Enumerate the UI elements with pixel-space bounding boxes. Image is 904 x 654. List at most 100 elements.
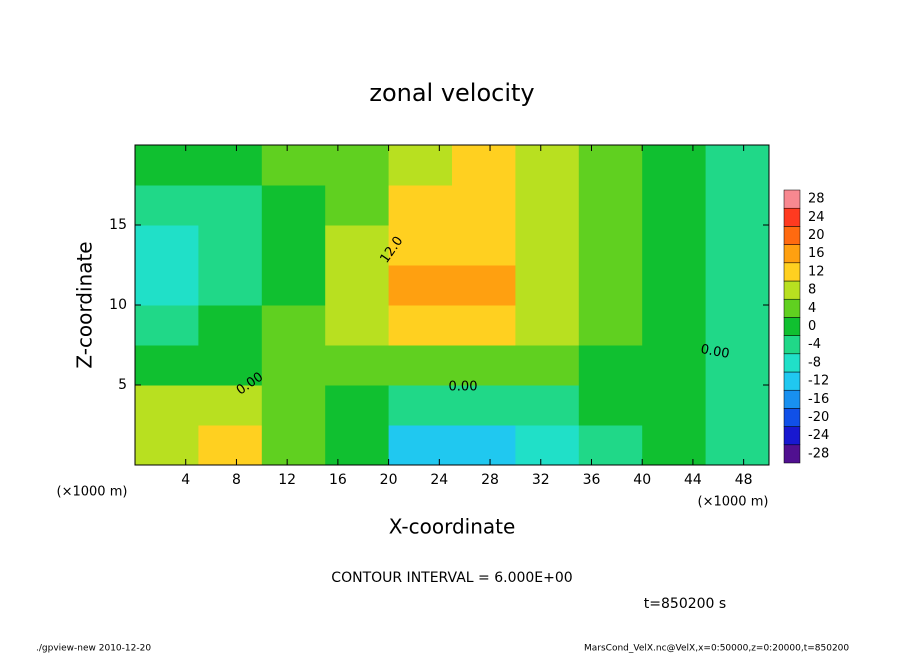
cell — [515, 425, 580, 466]
chart-title: zonal velocity — [369, 79, 534, 107]
cell — [325, 305, 390, 346]
colorbar-label: 20 — [808, 228, 825, 243]
cell — [578, 185, 643, 226]
cell — [198, 265, 263, 306]
cell — [388, 265, 453, 306]
cell — [452, 265, 516, 306]
colorbar-label: -16 — [808, 392, 829, 407]
cell — [261, 145, 326, 186]
y-axis-label: Z-coordinate — [73, 241, 97, 368]
cell — [261, 225, 326, 266]
cell — [515, 225, 580, 266]
footer-right: MarsCond_VelX.nc@VelX,x=0:50000,z=0:2000… — [584, 644, 849, 654]
cell — [642, 265, 707, 306]
cell — [261, 425, 326, 466]
cell — [515, 385, 580, 426]
colorbar-box — [783, 207, 801, 227]
cell — [452, 145, 516, 186]
colorbar-label: -28 — [808, 446, 829, 461]
cell — [578, 345, 643, 386]
cell — [515, 305, 580, 346]
time-label: t=850200 s — [644, 596, 726, 612]
cell — [135, 145, 199, 186]
colorbar-label: -12 — [808, 374, 829, 389]
colorbar-label: 0 — [808, 319, 816, 334]
x-axis-label: X-coordinate — [389, 515, 516, 539]
cell — [705, 385, 770, 426]
y-tick-label: 5 — [118, 377, 127, 393]
cell — [515, 265, 580, 306]
colorbar-label: 16 — [808, 246, 825, 261]
cell — [198, 185, 263, 226]
x-tick-label: 28 — [481, 472, 499, 488]
cell — [135, 225, 199, 266]
colorbar-box — [783, 244, 801, 264]
cell — [388, 305, 453, 346]
cell — [261, 185, 326, 226]
cell — [261, 305, 326, 346]
cell — [705, 345, 770, 386]
colorbar-box — [783, 444, 801, 464]
x-tick-label: 16 — [329, 472, 347, 488]
cell — [388, 145, 453, 186]
colorbar-box — [783, 226, 801, 245]
cell — [642, 425, 707, 466]
cell — [198, 345, 263, 386]
x-tick-label: 24 — [430, 472, 448, 488]
cell — [452, 305, 516, 346]
cell — [642, 185, 707, 226]
cell — [198, 305, 263, 346]
colorbar-box — [783, 389, 801, 409]
colorbar-label: 28 — [808, 192, 825, 207]
cell — [325, 145, 390, 186]
y-unit: (×1000 m) — [57, 485, 128, 500]
cell — [135, 345, 199, 386]
cell — [325, 345, 390, 386]
cell — [515, 145, 580, 186]
cell — [388, 185, 453, 226]
cell — [705, 265, 770, 306]
cell — [578, 145, 643, 186]
cell — [452, 185, 516, 226]
cell — [388, 225, 453, 266]
cell — [325, 225, 390, 266]
cell — [642, 345, 707, 386]
colorbar-label: -8 — [808, 355, 821, 370]
contour-label: 0.00 — [699, 342, 730, 362]
cell — [705, 185, 770, 226]
cell — [578, 265, 643, 306]
x-tick-label: 40 — [633, 472, 651, 488]
x-unit: (×1000 m) — [698, 495, 769, 510]
cell — [198, 425, 263, 466]
cell — [642, 385, 707, 426]
cell — [198, 225, 263, 266]
colorbar-box — [783, 262, 801, 282]
colorbar-box — [783, 426, 801, 446]
colorbar-label: 12 — [808, 264, 825, 279]
cell — [135, 385, 199, 426]
cell — [642, 225, 707, 266]
cell — [198, 145, 263, 186]
x-tick-label: 12 — [278, 472, 296, 488]
cell — [578, 385, 643, 426]
cell — [705, 225, 770, 266]
cell — [452, 425, 516, 466]
colorbar-box — [783, 298, 801, 318]
cell — [135, 425, 199, 466]
colorbar-label: 8 — [808, 283, 816, 298]
cell — [452, 345, 516, 386]
cell — [325, 265, 390, 306]
cell — [452, 385, 516, 426]
x-tick-label: 44 — [684, 472, 702, 488]
x-tick-label: 4 — [181, 472, 190, 488]
cell — [515, 185, 580, 226]
cell — [388, 425, 453, 466]
colorbar-label: -24 — [808, 428, 829, 443]
colorbar-box — [783, 371, 801, 391]
cell — [135, 305, 199, 346]
x-tick-label: 36 — [583, 472, 601, 488]
colorbar-box — [783, 335, 801, 355]
colorbar-box — [783, 408, 801, 427]
x-tick-label: 48 — [735, 472, 753, 488]
cell — [578, 305, 643, 346]
